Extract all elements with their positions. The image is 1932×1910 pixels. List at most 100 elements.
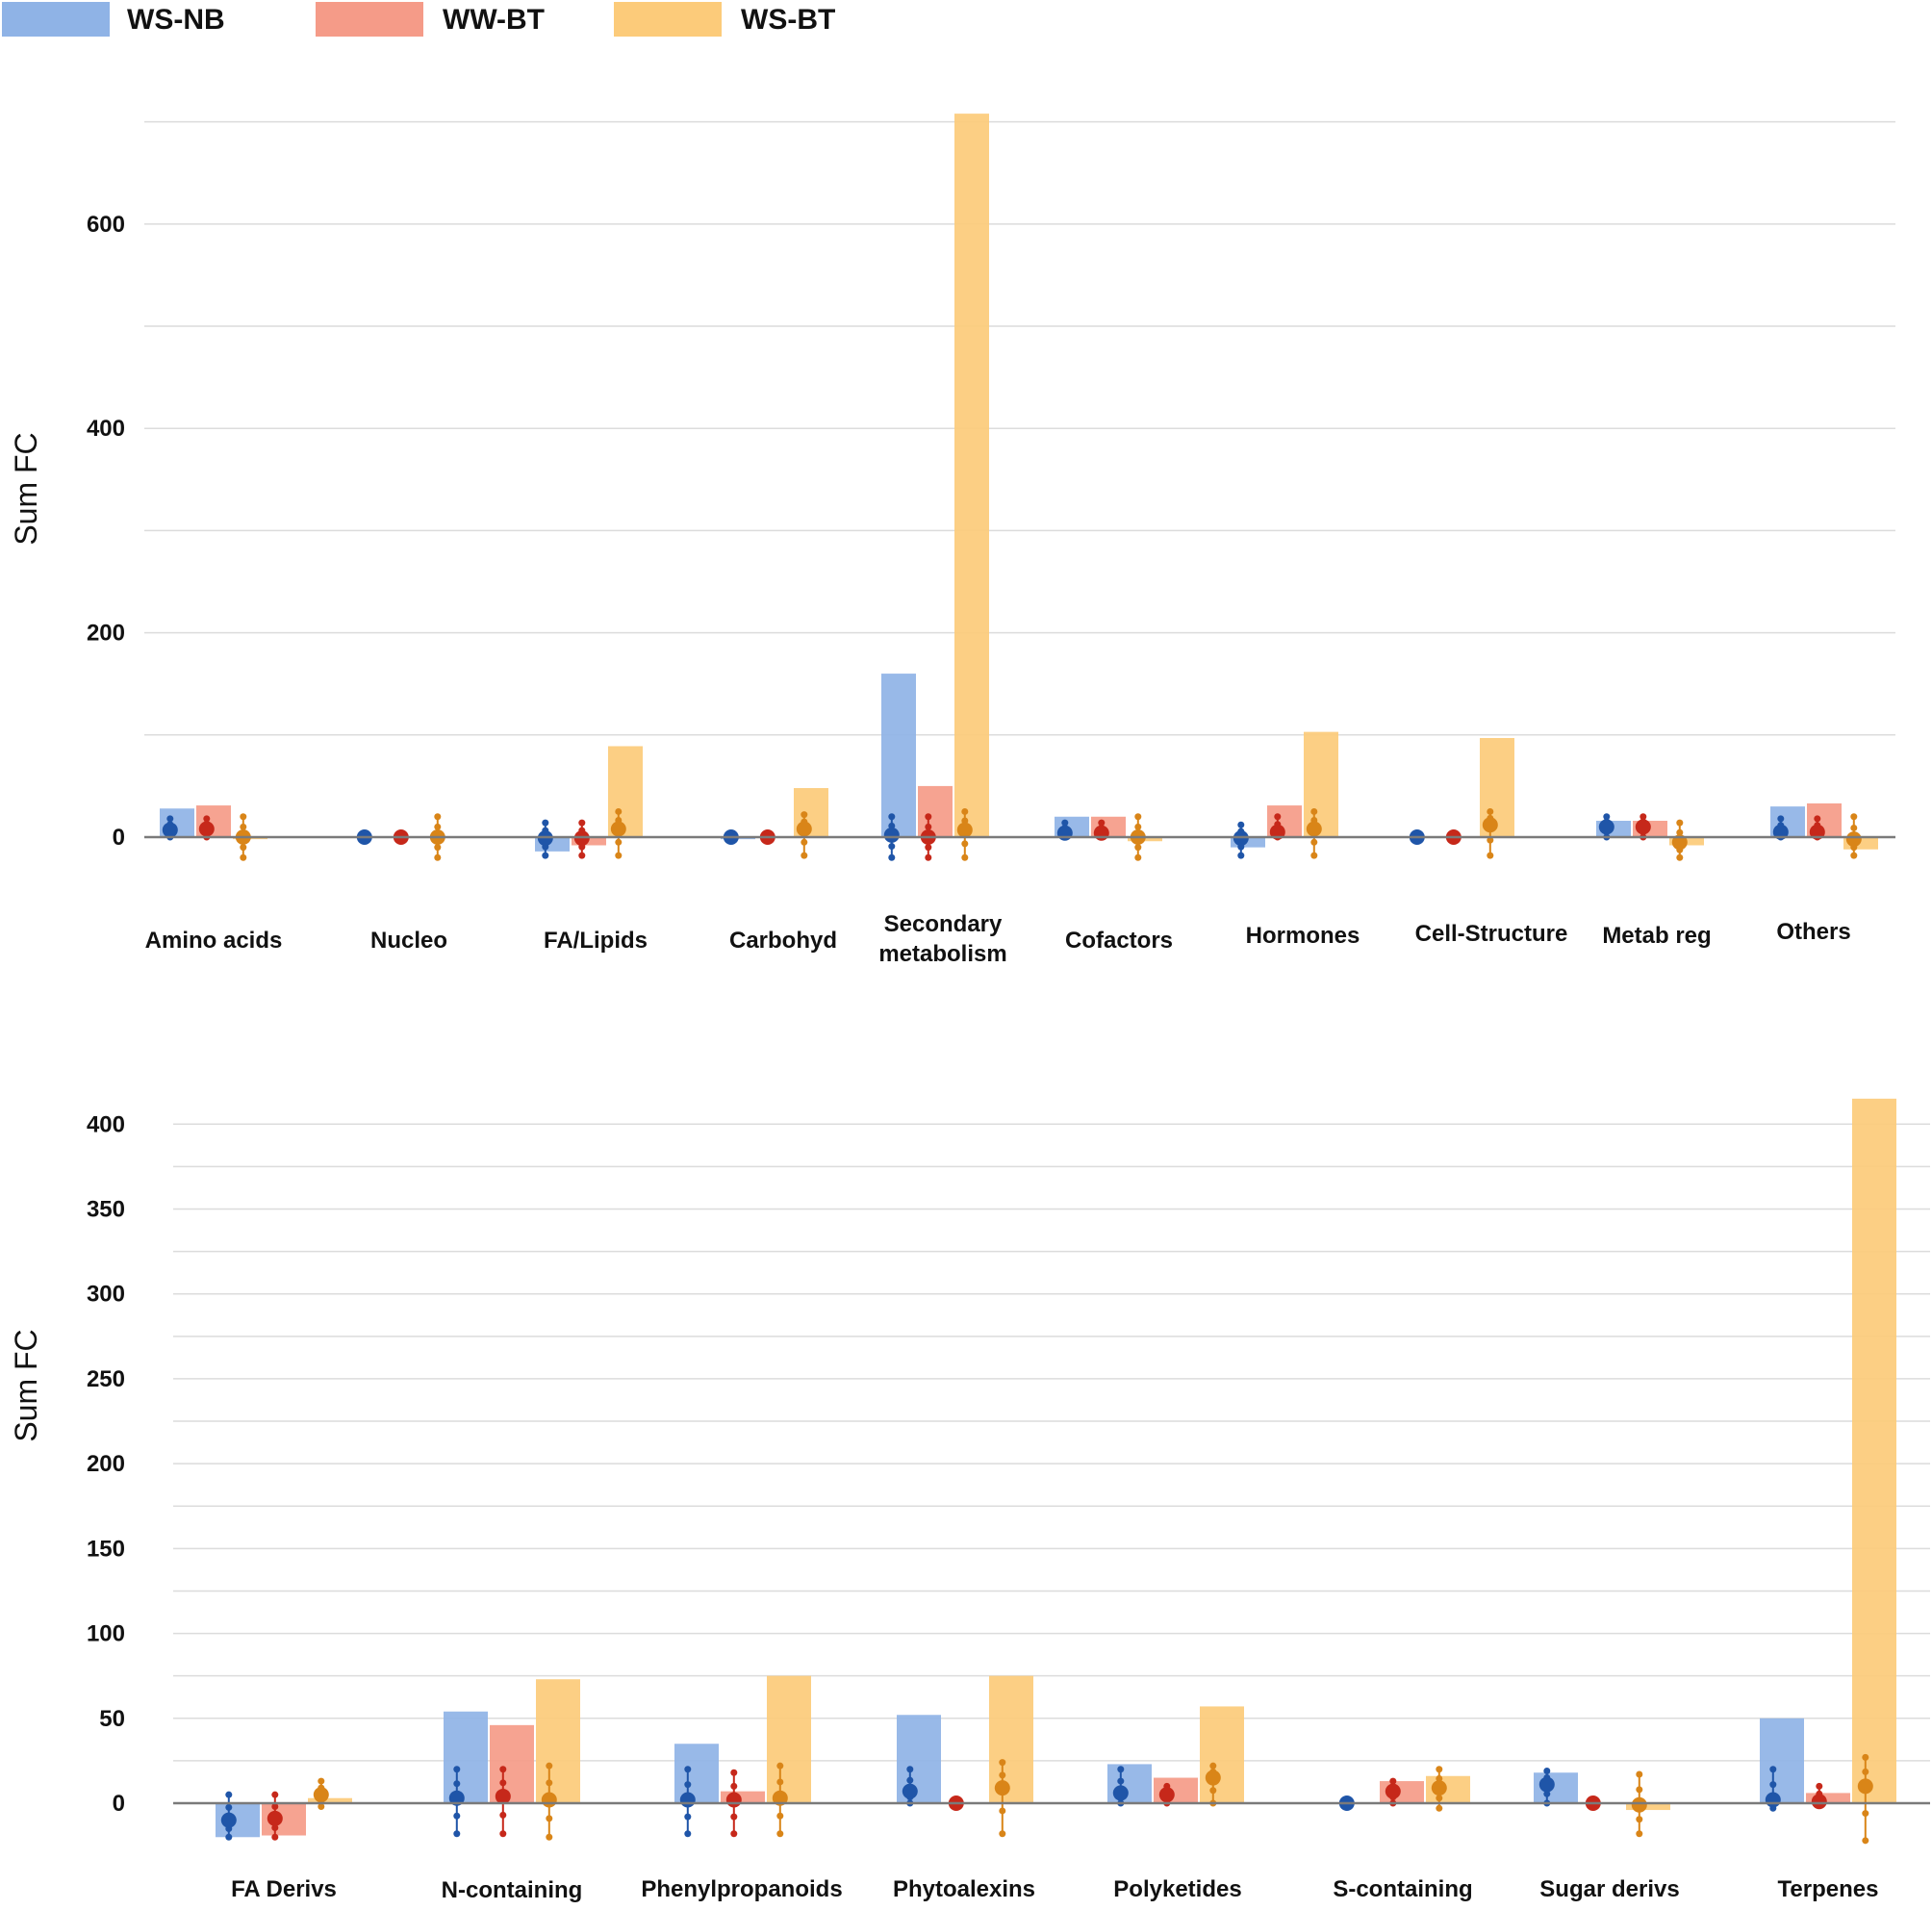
mean-point-ww-bt-phenylpropanoids [725, 1792, 742, 1808]
sample-point-ws-bt [240, 823, 247, 830]
range-end-point-ww-bt [730, 1769, 738, 1776]
x-category-label: Amino acids [145, 928, 283, 954]
range-end-point-ws-bt [1134, 853, 1142, 861]
range-end-point-ws-bt [1487, 807, 1494, 815]
legend-swatch-ws-bt [614, 2, 722, 37]
bar-ws-bt-fa-lipids [608, 746, 643, 837]
chart-panel-2: 0 50 100 150 200 250 300 350 400 Sum FC FA Derivs N… [9, 1098, 1930, 1903]
range-end-point-ws-nb [684, 1766, 692, 1773]
range-end-point-ws-bt [801, 852, 808, 859]
bar-ws-nb-n-containing [444, 1711, 488, 1803]
sample-point-ww-bt [271, 1824, 279, 1832]
range-end-point-ws-bt [318, 1803, 325, 1811]
range-end-point-ws-bt [776, 1830, 784, 1838]
mean-point-ww-bt-fa-derivs [267, 1810, 283, 1826]
range-end-point-ws-bt [1310, 807, 1318, 815]
range-end-point-ww-bt [1816, 1782, 1823, 1790]
range-end-point-ws-bt [1850, 813, 1858, 821]
sample-point-ws-bt [1676, 828, 1684, 836]
range-end-point-ww-bt [203, 815, 211, 823]
sample-point-ws-nb [1543, 1790, 1551, 1797]
legend-swatch-ww-bt [316, 2, 423, 37]
range-end-point-ww-bt [925, 853, 932, 861]
y-axis-title: Sum FC [9, 432, 43, 545]
category-group-secondary-metabolism [881, 114, 989, 861]
legend-item-ww-bt: WW-BT [316, 2, 545, 37]
mean-point-ww-bt-s-containing [1385, 1783, 1401, 1799]
x-category-label: Hormones [1246, 923, 1360, 949]
x-category-label: FA Derivs [231, 1876, 337, 1902]
legend-item-ws-bt: WS-BT [614, 2, 835, 37]
range-end-point-ws-bt [961, 807, 969, 815]
bar-ws-nb-secondary-metabolism [881, 674, 916, 837]
range-end-point-ws-bt [434, 853, 442, 861]
x-category-label: Secondary [884, 911, 1003, 937]
mean-point-ws-bt-fa-derivs [313, 1787, 329, 1803]
range-end-point-ws-nb [542, 852, 549, 859]
mean-point-ws-bt-hormones [1306, 821, 1322, 837]
mean-point-ws-bt-phytoalexins [994, 1780, 1010, 1796]
sample-point-ws-bt [961, 840, 969, 848]
y-tick-label: 600 [87, 212, 125, 238]
sample-point-ww-bt [730, 1782, 738, 1790]
sample-point-ws-bt [240, 844, 247, 852]
category-group-carbohyd [721, 788, 828, 859]
x-category-label: Cofactors [1065, 928, 1173, 954]
sample-point-ws-bt [546, 1779, 553, 1787]
sample-point-ws-nb [684, 1813, 692, 1821]
y-tick-label: 400 [87, 416, 125, 442]
range-end-point-ws-nb [1777, 815, 1785, 823]
mean-point-ws-nb-terpenes [1765, 1792, 1781, 1808]
sample-point-ws-bt [1436, 1774, 1443, 1782]
range-end-point-ws-bt [1436, 1804, 1443, 1812]
range-end-point-ws-bt [240, 813, 247, 821]
sample-point-ws-bt [1487, 836, 1494, 844]
mean-point-ws-bt-n-containing [541, 1792, 557, 1808]
range-end-point-ws-bt [776, 1762, 784, 1770]
sample-point-ws-bt [1209, 1787, 1217, 1795]
sample-point-ws-bt [961, 817, 969, 825]
y-axis-title: Sum FC [9, 1329, 43, 1441]
bar-ww-bt-terpenes [1806, 1793, 1850, 1803]
sample-point-ws-bt [1636, 1816, 1643, 1823]
sample-point-ws-bt [1636, 1786, 1643, 1794]
mean-point-ws-nb-others [1772, 824, 1789, 840]
range-end-point-ws-bt [434, 813, 442, 821]
range-end-point-ws-nb [1237, 852, 1245, 859]
x-category-label: Nucleo [370, 928, 447, 954]
range-end-point-ws-bt [240, 853, 247, 861]
range-end-point-ws-bt [961, 853, 969, 861]
sample-point-ws-nb [906, 1776, 914, 1784]
category-group-n-containing [444, 1679, 580, 1841]
y-tick-label: 300 [87, 1282, 125, 1308]
bar-ws-bt-terpenes [1852, 1098, 1896, 1803]
range-end-point-ww-bt [578, 819, 586, 827]
mean-point-ww-bt-cofactors [1093, 825, 1109, 841]
sample-point-ws-nb [888, 822, 896, 829]
range-end-point-ws-nb [684, 1830, 692, 1838]
range-end-point-ws-nb [906, 1766, 914, 1773]
category-group-polyketides [1107, 1706, 1244, 1807]
sample-point-ws-bt [1310, 838, 1318, 846]
category-group-fa-derivs [216, 1777, 352, 1841]
sample-point-ws-bt [434, 823, 442, 830]
mean-point-ws-bt-metab-reg [1671, 834, 1688, 851]
range-end-point-ww-bt [1274, 813, 1282, 821]
x-category-label: Polyketides [1113, 1876, 1241, 1902]
sample-point-ww-bt [730, 1813, 738, 1821]
x-category-label: Terpenes [1778, 1876, 1879, 1902]
range-end-point-ws-bt [546, 1762, 553, 1770]
range-end-point-ws-nb [1543, 1767, 1551, 1774]
sample-point-ws-bt [1862, 1768, 1869, 1775]
range-end-point-ws-bt [318, 1777, 325, 1785]
category-group-cell-structure [1407, 737, 1514, 859]
x-category-label: Others [1776, 919, 1850, 945]
mean-point-ws-bt-others [1845, 831, 1862, 848]
range-end-point-ws-bt [1676, 853, 1684, 861]
range-end-point-ws-nb [888, 813, 896, 821]
sample-point-ws-bt [1862, 1810, 1869, 1818]
bar-ww-bt-n-containing [490, 1724, 534, 1803]
sample-point-ws-nb [684, 1781, 692, 1789]
